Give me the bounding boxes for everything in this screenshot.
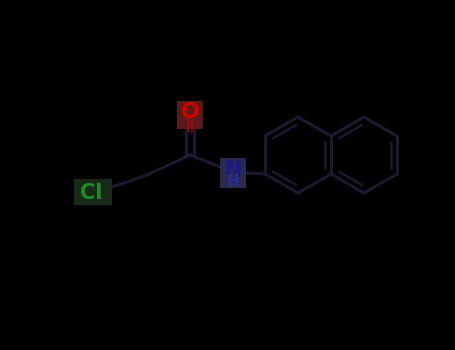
FancyBboxPatch shape bbox=[177, 101, 203, 129]
Text: ||: || bbox=[185, 118, 195, 132]
Text: N: N bbox=[224, 160, 242, 180]
FancyBboxPatch shape bbox=[74, 179, 112, 205]
Text: O: O bbox=[181, 102, 199, 122]
Text: H: H bbox=[227, 175, 239, 189]
Text: Cl: Cl bbox=[80, 183, 102, 203]
FancyBboxPatch shape bbox=[220, 158, 246, 188]
